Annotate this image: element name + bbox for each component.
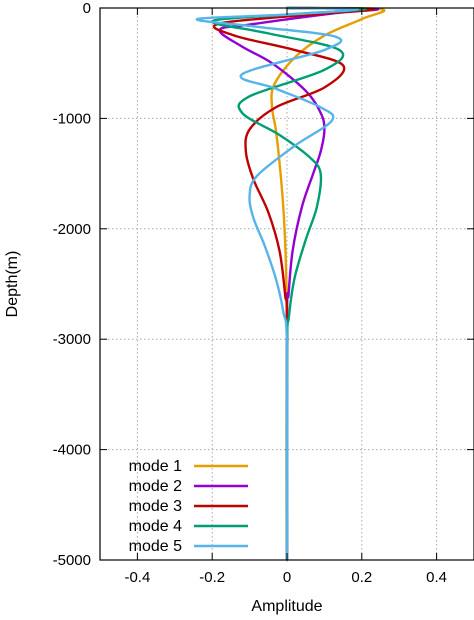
- legend-label-mode-2: mode 2: [129, 478, 182, 495]
- y-tick-label: 0: [83, 0, 91, 17]
- legend: mode 1 mode 2 mode 3 mode 4 mode 5: [129, 458, 248, 555]
- legend-label-mode-1: mode 1: [129, 458, 182, 475]
- x-tick-label: -0.4: [124, 569, 150, 586]
- y-tick-label: -4000: [53, 442, 91, 459]
- x-tick-label: -0.2: [199, 569, 225, 586]
- y-tick-label: -3000: [53, 331, 91, 348]
- series-layer: [196, 6, 386, 562]
- x-axis-label: Amplitude: [251, 598, 322, 615]
- series-line-mode-2: [218, 6, 380, 562]
- y-axis-label: Depth(m): [4, 251, 21, 318]
- y-tick-label: -2000: [53, 221, 91, 238]
- x-tick-label: 0.2: [351, 569, 372, 586]
- legend-label-mode-4: mode 4: [129, 518, 182, 535]
- ticks: -0.4 -0.2 0 0.2 0.4 0 -1000 -2000 -3000 -4000 -500…: [53, 0, 474, 586]
- y-tick-label: -1000: [53, 110, 91, 127]
- x-tick-label: 0: [283, 569, 291, 586]
- legend-label-mode-5: mode 5: [129, 538, 182, 555]
- series-line-mode-4: [210, 6, 367, 562]
- series-line-mode-3: [212, 6, 375, 562]
- x-tick-label: 0.4: [426, 569, 447, 586]
- y-tick-label: -5000: [53, 552, 91, 569]
- legend-label-mode-3: mode 3: [129, 498, 182, 515]
- series-line-mode-5: [196, 6, 360, 562]
